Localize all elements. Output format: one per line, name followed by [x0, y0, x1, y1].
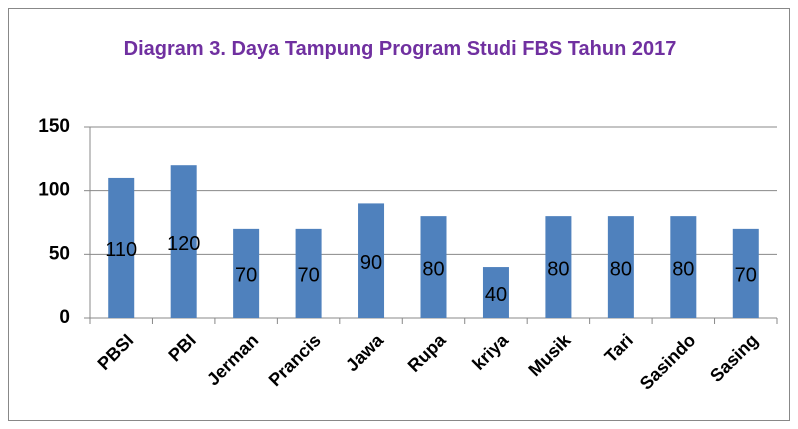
- chart-title: Diagram 3. Daya Tampung Program Studi FB…: [123, 38, 677, 60]
- bar: [233, 228, 260, 318]
- y-tick-label: 0: [59, 307, 70, 328]
- data-label: 90: [360, 252, 382, 274]
- bar: [670, 216, 697, 318]
- bar: [420, 216, 447, 318]
- data-label: 80: [672, 258, 694, 280]
- bar: [170, 165, 197, 318]
- data-label: 70: [735, 265, 757, 287]
- data-label: 120: [167, 233, 200, 255]
- data-label: 70: [235, 265, 257, 287]
- bar: [545, 216, 572, 318]
- y-tick-label: 100: [38, 180, 70, 201]
- data-label: 110: [105, 239, 137, 261]
- bar: [108, 177, 135, 318]
- bar: [607, 216, 634, 318]
- data-label: 40: [485, 284, 507, 306]
- bar: [482, 267, 509, 318]
- data-label: 70: [297, 265, 319, 287]
- y-tick-label: 50: [49, 243, 70, 264]
- data-label: 80: [547, 258, 569, 280]
- data-label: 80: [610, 258, 632, 280]
- bar: [358, 203, 385, 318]
- y-tick-label: 150: [38, 116, 70, 137]
- data-label: 80: [422, 258, 444, 280]
- bar: [732, 228, 759, 318]
- bar: [295, 228, 322, 318]
- chart-border: [8, 8, 790, 421]
